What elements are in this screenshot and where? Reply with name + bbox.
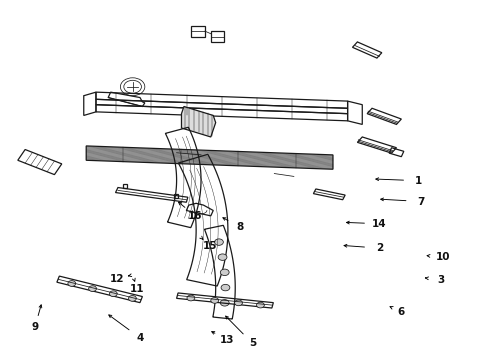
Circle shape <box>109 291 117 297</box>
Text: 16: 16 <box>188 211 202 221</box>
Text: 3: 3 <box>437 275 444 285</box>
Text: 5: 5 <box>249 338 256 348</box>
Text: 1: 1 <box>415 176 422 186</box>
Circle shape <box>220 269 229 275</box>
Text: 14: 14 <box>372 219 387 229</box>
Text: 6: 6 <box>398 307 405 317</box>
Text: 10: 10 <box>436 252 450 262</box>
Circle shape <box>235 300 243 306</box>
Text: 9: 9 <box>31 322 38 332</box>
Circle shape <box>220 300 229 306</box>
Circle shape <box>257 302 264 308</box>
Circle shape <box>89 286 97 292</box>
Circle shape <box>128 296 136 301</box>
Text: 12: 12 <box>110 274 124 284</box>
Circle shape <box>187 295 195 301</box>
Text: 15: 15 <box>202 241 217 251</box>
Circle shape <box>221 284 230 291</box>
Text: 13: 13 <box>220 334 235 345</box>
Text: 11: 11 <box>130 284 145 294</box>
Circle shape <box>68 280 75 286</box>
Circle shape <box>211 298 219 303</box>
Polygon shape <box>86 146 333 169</box>
Text: 4: 4 <box>136 333 144 343</box>
Polygon shape <box>181 107 216 137</box>
Text: 7: 7 <box>417 197 425 207</box>
Circle shape <box>218 254 227 260</box>
Text: 8: 8 <box>237 222 244 232</box>
Circle shape <box>215 239 223 245</box>
Text: 2: 2 <box>376 243 383 253</box>
